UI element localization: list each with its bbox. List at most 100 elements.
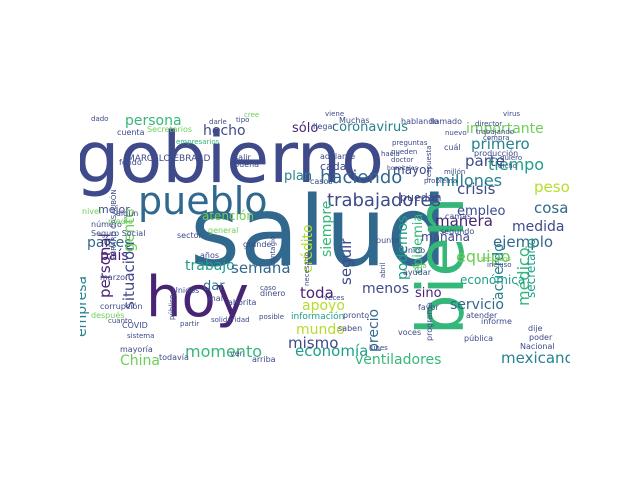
word-partir: partir <box>180 320 199 328</box>
word-secretario: secretario <box>524 238 538 298</box>
word-quiero: quiero <box>500 154 522 162</box>
word-viene: viene <box>325 110 344 118</box>
word-puedan: puedan <box>400 191 441 204</box>
word-menos: menos <box>362 281 409 297</box>
word-incluso: incluso <box>487 261 512 269</box>
word-necesario: necesario <box>303 252 311 286</box>
word-siempre: siempre <box>319 201 335 257</box>
word-ejemplo: ejemplo <box>493 233 553 251</box>
word-apoyo: apoyo <box>302 298 345 314</box>
word-ahorita: ahorita <box>228 298 257 307</box>
word-pueblo: pueblo <box>138 179 268 223</box>
word-favor: favor <box>418 303 439 312</box>
word-medico: médico <box>514 247 533 306</box>
word-cree: cree <box>244 111 259 119</box>
word-gobierno: gobierno <box>80 117 384 199</box>
word-arriba: arriba <box>252 355 276 364</box>
word-trabajando: trabajando <box>476 128 514 136</box>
word-respuesta: respuesta <box>425 145 433 180</box>
word-nacional: Nacional <box>520 342 555 351</box>
word-punto: punto <box>376 236 399 245</box>
word-bien: bien <box>405 197 479 335</box>
word-nuevo: nuevo <box>445 129 467 137</box>
word-vida: vida <box>412 262 427 270</box>
word-muchas: Muchas <box>339 116 370 125</box>
word-sistema: sistema <box>127 332 154 340</box>
word-coronavirus: coronavirus <box>332 120 408 135</box>
word-lunes: lunes <box>369 344 388 352</box>
word-pronto: pronto <box>343 311 369 320</box>
word-abril: abril <box>379 262 387 278</box>
word-hablando: hablando <box>401 117 438 126</box>
word-todavia: todavía <box>159 353 189 362</box>
word-recursos: recursos <box>481 255 511 263</box>
word-importante: importante <box>466 121 544 137</box>
word-produccion: producción <box>474 148 518 158</box>
word-adelante: adelante <box>320 152 355 161</box>
word-millones: millones <box>435 171 502 190</box>
word-director: director <box>475 120 502 128</box>
word-llamado: llamado <box>430 117 462 126</box>
word-unido: Unido <box>402 246 425 255</box>
word-publico: público <box>168 295 176 320</box>
word-tiempo: tiempo <box>488 155 544 174</box>
word-salud: salud <box>190 176 447 288</box>
word-manera: manera <box>435 212 493 230</box>
word-voces: voces <box>398 328 421 337</box>
word-marcelo: MARCELO EBRARD <box>127 154 210 164</box>
word-servicio: servicio <box>450 297 504 313</box>
word-cual: cuál <box>444 143 461 152</box>
word-cuenta: cuenta <box>117 128 145 137</box>
word-podemos: podemos <box>395 216 411 280</box>
word-compra: compra <box>483 134 510 142</box>
word-hecho: hecho <box>203 123 246 139</box>
word-covid: COVID <box>122 321 148 330</box>
word-ebrard-casaubon: EBRARD CASAUBÓN <box>109 189 118 260</box>
word-poder: poder <box>529 333 553 342</box>
word-contagio: contagio <box>269 236 277 266</box>
word-crisis: crisis <box>457 180 496 198</box>
word-anos: años <box>200 251 219 260</box>
word-manana: mañana <box>421 230 470 244</box>
word-economica: económica <box>460 273 525 287</box>
word-gente: gente <box>120 209 138 252</box>
word-parte: parte <box>465 152 505 170</box>
word-paises: países <box>87 235 132 251</box>
word-publica: pública <box>464 334 493 343</box>
word-dado: dado <box>91 115 108 123</box>
word-precio: precio <box>366 309 382 352</box>
word-hoy: hoy <box>146 265 249 330</box>
word-dinero: dinero <box>260 289 285 298</box>
word-solo: sólo <box>292 121 318 136</box>
word-trabajadores: trabajadores <box>327 190 441 211</box>
word-tipo: tipo <box>236 116 249 124</box>
word-empresarios: empresarios <box>176 138 220 146</box>
word-personal: personal <box>96 233 114 298</box>
word-segundo: segundo <box>440 227 474 236</box>
word-plan: plan <box>284 169 312 184</box>
word-semana: semana <box>231 259 291 277</box>
word-salir: salir <box>234 153 252 162</box>
word-seguro-social: Seguro Social <box>91 229 145 238</box>
word-preguntas: preguntas <box>392 139 428 147</box>
word-unidos: Unidos <box>172 286 199 295</box>
word-situacion: situación <box>120 241 138 309</box>
word-cosa: cosa <box>534 199 568 217</box>
word-empresa: empresa <box>80 276 90 337</box>
word-trabajo: trabajo <box>185 258 235 274</box>
word-algun: algún <box>116 209 138 218</box>
word-llegar: llegar <box>313 122 336 131</box>
word-general: general <box>208 226 238 235</box>
word-primero: primero <box>471 135 530 153</box>
word-china: China <box>120 353 160 369</box>
word-ayudar: ayudar <box>403 268 432 277</box>
word-mexicano: mexicano <box>501 349 570 367</box>
word-equipo: equipo <box>456 247 511 266</box>
word-ver: ver <box>230 349 244 358</box>
word-hacia: hacia <box>381 150 400 158</box>
word-atender: atender <box>466 311 498 320</box>
word-hospitales: hospitales <box>387 165 418 172</box>
word-doctor: doctor <box>391 156 414 164</box>
word-buena: buena <box>234 160 259 169</box>
word-numero: número <box>91 220 122 229</box>
